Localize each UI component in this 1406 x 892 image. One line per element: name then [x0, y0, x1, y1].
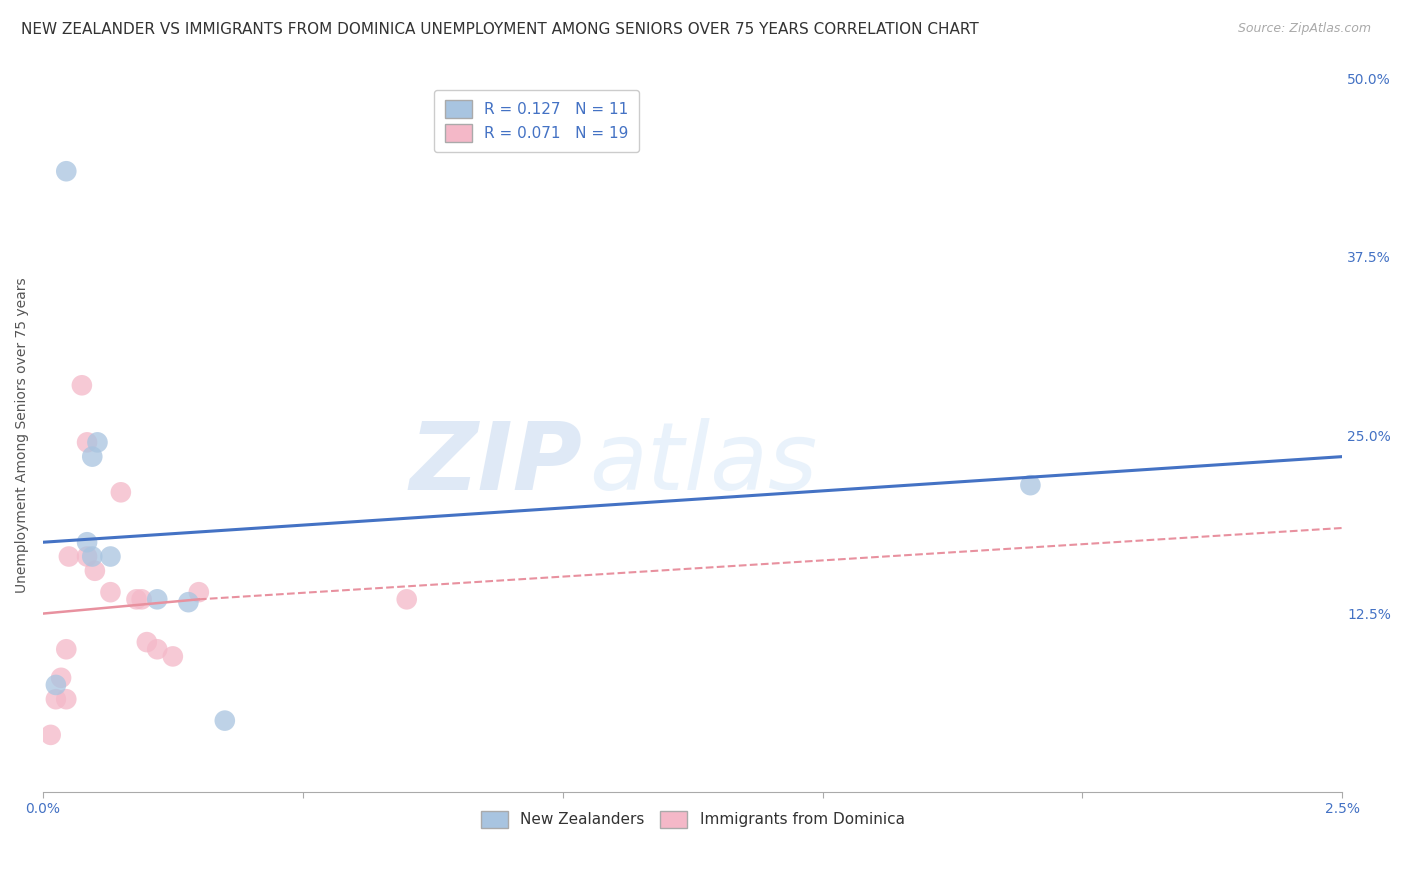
- Point: [131, 592, 153, 607]
- Point: [70, 378, 93, 392]
- Y-axis label: Unemployment Among Seniors over 75 years: Unemployment Among Seniors over 75 years: [15, 277, 30, 593]
- Point: [177, 595, 200, 609]
- Point: [82, 450, 104, 464]
- Point: [39, 728, 62, 742]
- Point: [125, 592, 148, 607]
- Point: [100, 549, 122, 564]
- Point: [187, 585, 209, 599]
- Legend: New Zealanders, Immigrants from Dominica: New Zealanders, Immigrants from Dominica: [474, 805, 911, 834]
- Point: [55, 164, 77, 178]
- Point: [162, 649, 184, 664]
- Point: [135, 635, 157, 649]
- Point: [110, 485, 132, 500]
- Point: [49, 671, 72, 685]
- Text: atlas: atlas: [589, 418, 817, 509]
- Point: [395, 592, 418, 607]
- Point: [146, 642, 169, 657]
- Point: [100, 585, 122, 599]
- Point: [76, 535, 98, 549]
- Point: [214, 714, 236, 728]
- Text: Source: ZipAtlas.com: Source: ZipAtlas.com: [1237, 22, 1371, 36]
- Point: [76, 435, 98, 450]
- Point: [86, 435, 108, 450]
- Point: [58, 549, 80, 564]
- Point: [1019, 478, 1042, 492]
- Point: [76, 549, 98, 564]
- Point: [146, 592, 169, 607]
- Text: ZIP: ZIP: [409, 417, 582, 509]
- Point: [55, 692, 77, 706]
- Point: [82, 549, 104, 564]
- Text: NEW ZEALANDER VS IMMIGRANTS FROM DOMINICA UNEMPLOYMENT AMONG SENIORS OVER 75 YEA: NEW ZEALANDER VS IMMIGRANTS FROM DOMINIC…: [21, 22, 979, 37]
- Point: [45, 678, 67, 692]
- Point: [55, 642, 77, 657]
- Point: [45, 692, 67, 706]
- Point: [83, 564, 105, 578]
